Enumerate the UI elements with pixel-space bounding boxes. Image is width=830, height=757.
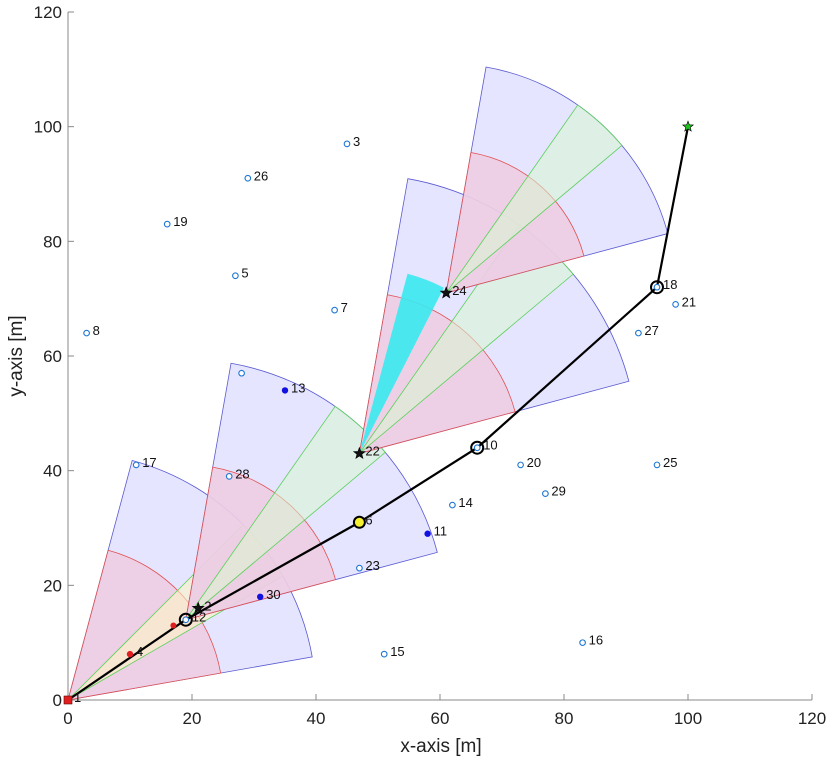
sensor-node — [132, 461, 140, 469]
sensor-node — [449, 501, 456, 509]
sensor-node — [163, 220, 171, 228]
x-tick-label: 60 — [431, 709, 450, 728]
blue-node — [424, 530, 431, 537]
start-node — [63, 695, 73, 705]
node-label: 30 — [266, 587, 280, 602]
sensor-node — [343, 140, 351, 148]
star-node — [439, 286, 453, 299]
node-label: 7 — [341, 300, 348, 315]
sector-band-3 — [445, 104, 623, 294]
node-label: 5 — [241, 266, 248, 281]
star-node — [352, 446, 366, 460]
coverage-sectors — [67, 66, 669, 701]
sensor-node — [653, 461, 661, 469]
node-label: 25 — [663, 455, 677, 470]
node-label: 29 — [551, 484, 565, 499]
sensor-node — [238, 369, 245, 377]
node-label: 4 — [136, 644, 143, 659]
node-label: 18 — [663, 277, 677, 292]
star-node — [191, 601, 205, 614]
node-label: 13 — [291, 380, 305, 395]
waypoint-marker — [178, 612, 193, 627]
route-line — [67, 126, 690, 701]
node-label: 27 — [644, 323, 658, 338]
node-label: 16 — [589, 633, 603, 648]
sensor-node — [83, 329, 90, 337]
goal-star — [681, 120, 695, 132]
sensor-node — [225, 473, 233, 480]
sensor-node — [182, 616, 190, 624]
y-tick-label: 60 — [43, 347, 62, 366]
x-tick-label: 80 — [555, 709, 574, 728]
node-label: 8 — [93, 323, 100, 338]
x-tick-label: 0 — [63, 709, 72, 728]
red-node — [170, 622, 177, 629]
sensor-node — [356, 564, 363, 572]
y-tick-label: 80 — [43, 232, 62, 251]
yellow-waypoint — [352, 515, 366, 529]
x-tick-label: 20 — [183, 709, 202, 728]
cyan-sector — [359, 273, 444, 454]
sensor-node — [635, 329, 642, 337]
node-label: 10 — [483, 438, 497, 453]
sensor-node — [244, 174, 252, 182]
y-tick-label: 120 — [34, 3, 62, 22]
node-label: 6 — [365, 512, 372, 527]
node-label: 1 — [74, 690, 81, 705]
y-tick-label: 40 — [43, 462, 62, 481]
route-path — [67, 126, 690, 701]
sensor-node — [380, 650, 388, 658]
waypoint-marker — [470, 440, 485, 455]
sensor-node — [579, 639, 586, 647]
sensor-node — [542, 490, 549, 497]
x-tick-label: 40 — [307, 709, 326, 728]
node-label: 20 — [527, 455, 541, 470]
node-label: 14 — [458, 495, 472, 510]
waypoint-marker — [650, 280, 664, 295]
sensor-node — [517, 461, 524, 469]
y-tick-label: 100 — [34, 118, 62, 137]
sensor-node — [653, 283, 661, 291]
y-tick-label: 20 — [43, 576, 62, 595]
sector-band-1 — [185, 405, 386, 621]
node-label: 21 — [682, 294, 696, 309]
nodes: 1234567810111213141516171819202122232425… — [63, 120, 696, 705]
sensor-node — [672, 301, 679, 308]
node-label: 26 — [254, 168, 268, 183]
node-label: 23 — [365, 558, 379, 573]
node-label: 12 — [192, 610, 206, 625]
node-label: 15 — [390, 644, 404, 659]
node-label: 24 — [452, 283, 466, 298]
node-label: 3 — [353, 134, 360, 149]
red-node — [126, 650, 134, 658]
y-tick-label: 0 — [53, 691, 62, 710]
blue-node — [257, 593, 264, 600]
sensor-node — [331, 306, 338, 314]
sensor-node — [473, 444, 481, 452]
x-tick-label: 120 — [798, 709, 826, 728]
y-axis-label: y-axis [m] — [6, 315, 27, 396]
x-axis-label: x-axis [m] — [400, 736, 481, 757]
node-label: 19 — [173, 214, 187, 229]
node-label: 28 — [235, 466, 249, 481]
x-tick-label: 100 — [674, 709, 702, 728]
node-label: 17 — [142, 455, 156, 470]
node-label: 11 — [434, 524, 448, 539]
node-label: 22 — [365, 443, 379, 458]
node-label: 2 — [204, 598, 211, 613]
blue-node — [281, 387, 289, 394]
sensor-node — [232, 272, 239, 280]
